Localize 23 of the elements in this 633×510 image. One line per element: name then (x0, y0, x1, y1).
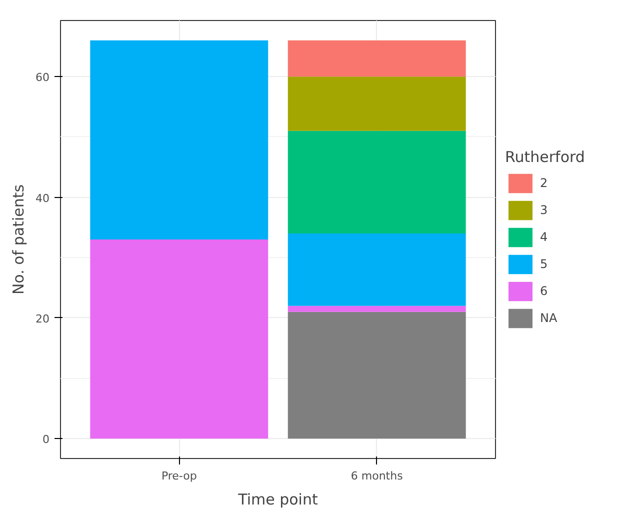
legend-label: 3 (540, 203, 549, 217)
legend-label: NA (540, 311, 558, 325)
y-tick-label: 0 (42, 433, 50, 446)
bar (288, 76, 466, 131)
bar (90, 40, 268, 240)
bar (288, 233, 466, 306)
bar (288, 40, 466, 77)
x-tick-label: 6 months (350, 470, 404, 482)
legend-label: 4 (540, 230, 549, 244)
bar (288, 312, 466, 439)
y-tick-label: 20 (36, 312, 50, 326)
bar (288, 130, 466, 234)
x-tick-label: Pre-op (161, 470, 197, 482)
y-tick-label: 60 (36, 71, 50, 84)
legend-title: Rutherford (505, 148, 585, 166)
bar (90, 240, 268, 439)
bar (288, 306, 466, 312)
legend-label: 6 (540, 284, 549, 298)
legend-label: 5 (540, 257, 549, 271)
y-axis-title: No. of patients (10, 184, 28, 295)
legend-label: 2 (540, 176, 549, 190)
y-tick-label: 40 (36, 192, 50, 205)
x-axis-title: Time point (237, 490, 318, 508)
